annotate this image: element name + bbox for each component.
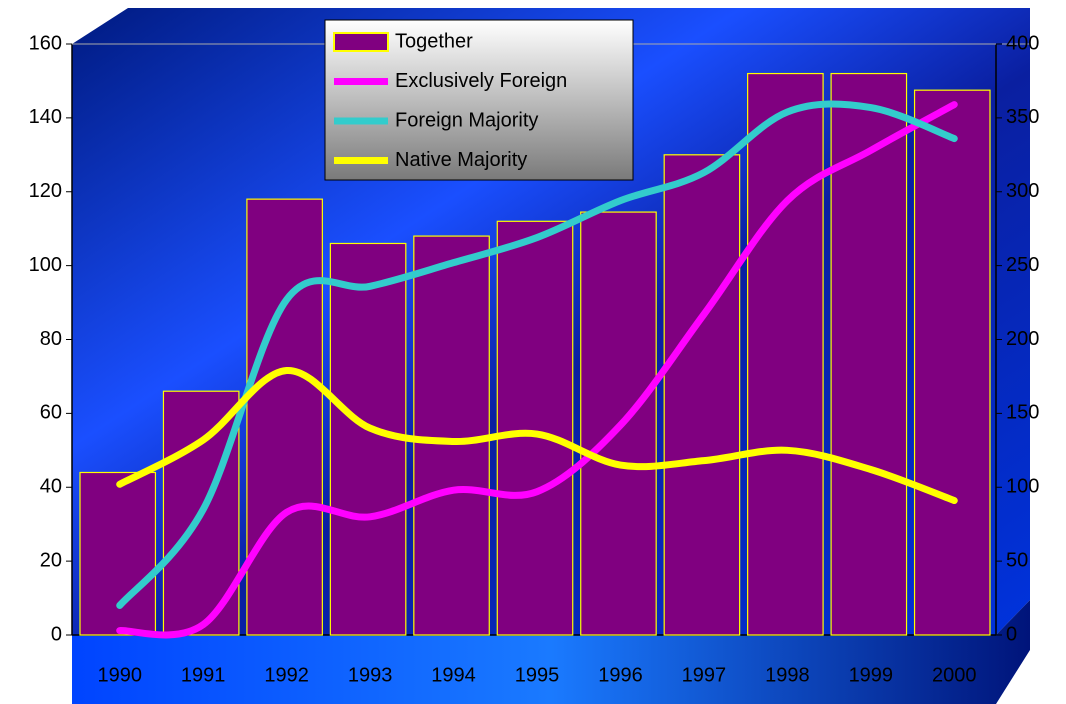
x-tick-label: 1991: [181, 664, 226, 686]
y-tick-label: 0: [51, 623, 62, 645]
bar: [496, 220, 574, 636]
x-tick-label: 2000: [932, 664, 977, 686]
x-tick-label: 1996: [598, 664, 643, 686]
line: [116, 100, 958, 609]
x-tick-label: 1995: [515, 664, 560, 686]
bar: [663, 154, 741, 636]
legend-label: Foreign Majority: [395, 109, 538, 131]
legend-label: Native Majority: [395, 149, 527, 171]
y-tick-label: 20: [40, 549, 62, 571]
x-tick-label: 1993: [348, 664, 393, 686]
bar: [79, 471, 157, 636]
y2-tick-label: 250: [1006, 254, 1039, 276]
bar: [329, 242, 407, 636]
y2-tick-label: 0: [1006, 623, 1017, 645]
y2-tick-label: 400: [1006, 32, 1039, 54]
x-tick-label: 1999: [849, 664, 894, 686]
legend-swatch: [333, 32, 389, 52]
y2-tick-label: 350: [1006, 106, 1039, 128]
bar: [413, 235, 490, 636]
y2-tick-label: 100: [1006, 476, 1039, 498]
legend-label: Exclusively Foreign: [395, 70, 567, 92]
y2-tick-label: 150: [1006, 402, 1039, 424]
y-tick-label: 80: [40, 328, 62, 350]
line: [116, 367, 958, 505]
marks: [72, 43, 1030, 639]
bar: [246, 198, 323, 636]
bar: [580, 211, 657, 636]
legend: Together Exclusively Foreign Foreign Major…: [324, 19, 634, 181]
legend-label: Together: [395, 30, 473, 52]
y-tick-label: 140: [29, 106, 62, 128]
x-tick-label: 1990: [97, 664, 142, 686]
y-tick-label: 120: [29, 180, 62, 202]
line: [116, 101, 958, 639]
x-tick-label: 1997: [682, 664, 727, 686]
bar: [913, 89, 991, 636]
y-tick-label: 40: [40, 476, 62, 498]
y2-tick-label: 50: [1006, 549, 1028, 571]
bar: [830, 72, 908, 636]
y2-tick-label: 300: [1006, 180, 1039, 202]
y-tick-label: 160: [29, 32, 62, 54]
x-tick-label: 1994: [431, 664, 476, 686]
floor: [72, 600, 1030, 704]
x-tick-label: 1992: [264, 664, 309, 686]
y2-tick-label: 200: [1006, 328, 1039, 350]
bar: [747, 72, 824, 636]
y-tick-label: 60: [40, 402, 62, 424]
x-tick-label: 1998: [765, 664, 810, 686]
y-tick-label: 100: [29, 254, 62, 276]
